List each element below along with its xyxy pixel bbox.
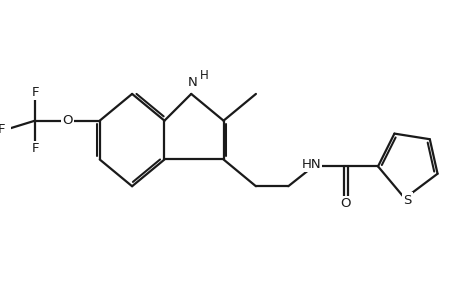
Text: S: S — [402, 194, 411, 206]
Text: F: F — [31, 142, 39, 155]
Text: O: O — [340, 196, 350, 210]
Text: F: F — [0, 123, 6, 136]
Text: HN: HN — [301, 158, 320, 171]
Text: H: H — [199, 69, 208, 82]
Text: O: O — [62, 114, 73, 127]
Text: N: N — [188, 76, 197, 89]
Text: F: F — [31, 86, 39, 99]
